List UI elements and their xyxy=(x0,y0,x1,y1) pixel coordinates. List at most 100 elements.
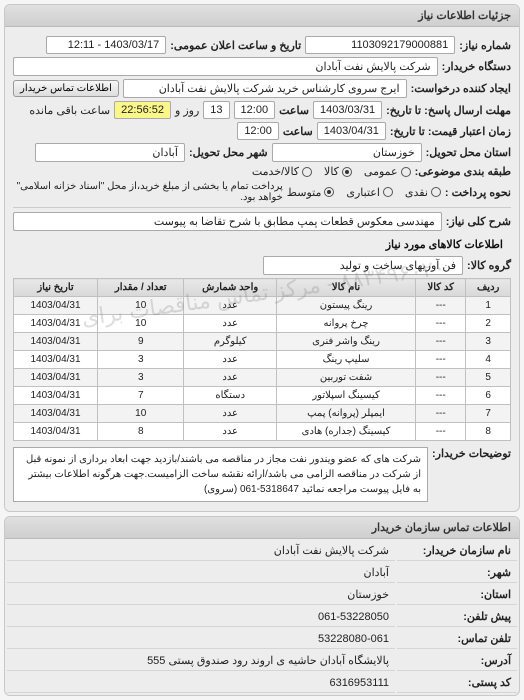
table-cell: 1403/04/31 xyxy=(14,351,98,369)
table-cell: 1403/04/31 xyxy=(14,315,98,333)
buyer-value: شرکت پالایش نفت آبادان xyxy=(13,57,438,76)
table-cell: 6 xyxy=(466,387,511,405)
buyer-note-label: توضیحات خریدار: xyxy=(432,447,511,460)
details-panel: جزئیات اطلاعات نیاز شماره نیاز: 11030921… xyxy=(4,4,520,512)
table-row[interactable]: 7---ایمپلر (پروانه) پمپعدد101403/04/31 xyxy=(14,405,511,423)
table-row[interactable]: 3---رینگ واشر فنریکیلوگرم91403/04/31 xyxy=(14,333,511,351)
pubdate-value: 1403/03/17 - 12:11 xyxy=(46,36,166,54)
pay-radio-group: نقدی اعتباری متوسط xyxy=(287,186,441,199)
table-cell: 1403/04/31 xyxy=(14,369,98,387)
pubdate-label: تاریخ و ساعت اعلان عمومی: xyxy=(170,39,301,52)
pre-label: پیش تلفن: xyxy=(397,607,517,627)
table-col-header: واحد شمارش xyxy=(184,279,277,297)
city-label: شهر محل تحویل: xyxy=(189,146,268,159)
tel-value: 53228080-061 xyxy=(7,629,395,649)
tel-label: تلفن تماس: xyxy=(397,629,517,649)
desc-label: شرح کلی نیاز: xyxy=(446,215,511,228)
requester-value: ایرج سروی کارشناس خرید شرکت پالایش نفت آ… xyxy=(123,79,407,98)
days-left: 13 xyxy=(203,101,229,119)
table-cell: 10 xyxy=(98,315,184,333)
addr-value: پالایشگاه آبادان حاشیه ی اروند رود صندوق… xyxy=(7,651,395,671)
goods-section-title: اطلاعات کالاهای مورد نیاز xyxy=(13,234,511,253)
table-cell: عدد xyxy=(184,351,277,369)
desc-value: مهندسی معکوس قطعات پمپ مطابق با شرح تقاض… xyxy=(13,212,442,231)
table-cell: عدد xyxy=(184,297,277,315)
resp-hour: 12:00 xyxy=(234,101,276,119)
resp-deadline-label: مهلت ارسال پاسخ: تا تاریخ: xyxy=(386,104,511,117)
table-row[interactable]: 6---کیسینگ اسپلاتوردستگاه71403/04/31 xyxy=(14,387,511,405)
table-cell: 7 xyxy=(98,387,184,405)
table-row[interactable]: 2---چرخ پروانهعدد101403/04/31 xyxy=(14,315,511,333)
table-cell: شفت توربین xyxy=(276,369,415,387)
contact-info-button[interactable]: اطلاعات تماس خریدار xyxy=(13,80,119,97)
table-row[interactable]: 5---شفت توربینعدد31403/04/31 xyxy=(14,369,511,387)
table-row[interactable]: 1---رینگ پیستونعدد101403/04/31 xyxy=(14,297,511,315)
pay-note: پرداخت تمام یا بخشی از مبلغ خرید،از محل … xyxy=(13,181,283,203)
table-cell: 4 xyxy=(466,351,511,369)
table-cell: --- xyxy=(416,405,466,423)
buyer-note-text: شرکت های که عضو ویندور نفت مجاز در مناقص… xyxy=(13,447,428,502)
contact-panel: اطلاعات تماس سازمان خریدار نام سازمان خر… xyxy=(4,516,520,696)
c-city-value: آبادان xyxy=(7,563,395,583)
table-cell: کیلوگرم xyxy=(184,333,277,351)
table-cell: سلیپ رینگ xyxy=(276,351,415,369)
table-col-header: نام کالا xyxy=(276,279,415,297)
table-cell: --- xyxy=(416,297,466,315)
table-cell: عدد xyxy=(184,369,277,387)
remain-text: ساعت باقی مانده xyxy=(29,104,110,117)
budget-opt-general[interactable]: عمومی xyxy=(364,165,411,178)
pay-opt-credit[interactable]: اعتباری xyxy=(346,186,393,199)
reqno-value: 1103092179000881 xyxy=(305,36,455,54)
pre-value: 061-53228050 xyxy=(7,607,395,627)
budget-opt-service[interactable]: کالا/خدمت xyxy=(252,165,312,178)
hour-label-2: ساعت xyxy=(283,125,313,138)
table-cell: 8 xyxy=(98,423,184,441)
contact-panel-header: اطلاعات تماس سازمان خریدار xyxy=(5,517,519,539)
table-cell: --- xyxy=(416,369,466,387)
post-label: کد پستی: xyxy=(397,673,517,693)
goods-table: ردیفکد کالانام کالاواحد شمارشتعداد / مقد… xyxy=(13,278,511,441)
price-date: 1403/04/31 xyxy=(317,122,386,140)
resp-date: 1403/03/31 xyxy=(313,101,382,119)
reqno-label: شماره نیاز: xyxy=(459,39,511,52)
province-label: استان محل تحویل: xyxy=(426,146,511,159)
table-cell: دستگاه xyxy=(184,387,277,405)
org-label: نام سازمان خریدار: xyxy=(397,541,517,561)
table-cell: عدد xyxy=(184,315,277,333)
table-cell: 7 xyxy=(466,405,511,423)
table-cell: کیسینگ اسپلاتور xyxy=(276,387,415,405)
c-province-label: استان: xyxy=(397,585,517,605)
group-label: گروه کالا: xyxy=(467,259,511,272)
requester-label: ایجاد کننده درخواست: xyxy=(411,82,511,95)
table-row[interactable]: 8---کیسینگ (جداره) هادیعدد81403/04/31 xyxy=(14,423,511,441)
table-cell: 1403/04/31 xyxy=(14,387,98,405)
pay-opt-mid[interactable]: متوسط xyxy=(287,186,335,199)
c-city-label: شهر: xyxy=(397,563,517,583)
table-cell: 10 xyxy=(98,297,184,315)
table-cell: 2 xyxy=(466,315,511,333)
table-row[interactable]: 4---سلیپ رینگعدد31403/04/31 xyxy=(14,351,511,369)
table-cell: 1403/04/31 xyxy=(14,405,98,423)
table-cell: 1403/04/31 xyxy=(14,297,98,315)
buyer-label: دستگاه خریدار: xyxy=(442,60,511,73)
table-cell: --- xyxy=(416,333,466,351)
details-panel-header: جزئیات اطلاعات نیاز xyxy=(5,5,519,27)
table-cell: 1403/04/31 xyxy=(14,333,98,351)
table-cell: عدد xyxy=(184,423,277,441)
budget-radio-group: عمومی کالا کالا/خدمت xyxy=(252,165,411,178)
table-cell: --- xyxy=(416,387,466,405)
table-cell: 8 xyxy=(466,423,511,441)
table-cell: 3 xyxy=(466,333,511,351)
table-cell: --- xyxy=(416,351,466,369)
table-cell: 1 xyxy=(466,297,511,315)
pay-label: نحوه پرداخت : xyxy=(445,186,511,199)
province-value: خوزستان xyxy=(272,143,422,162)
budget-opt-goods[interactable]: کالا xyxy=(324,165,352,178)
pay-opt-cash[interactable]: نقدی xyxy=(405,186,441,199)
table-cell: --- xyxy=(416,315,466,333)
table-cell: 1403/04/31 xyxy=(14,423,98,441)
price-hour: 12:00 xyxy=(237,122,279,140)
table-cell: 10 xyxy=(98,405,184,423)
addr-label: آدرس: xyxy=(397,651,517,671)
table-cell: 5 xyxy=(466,369,511,387)
